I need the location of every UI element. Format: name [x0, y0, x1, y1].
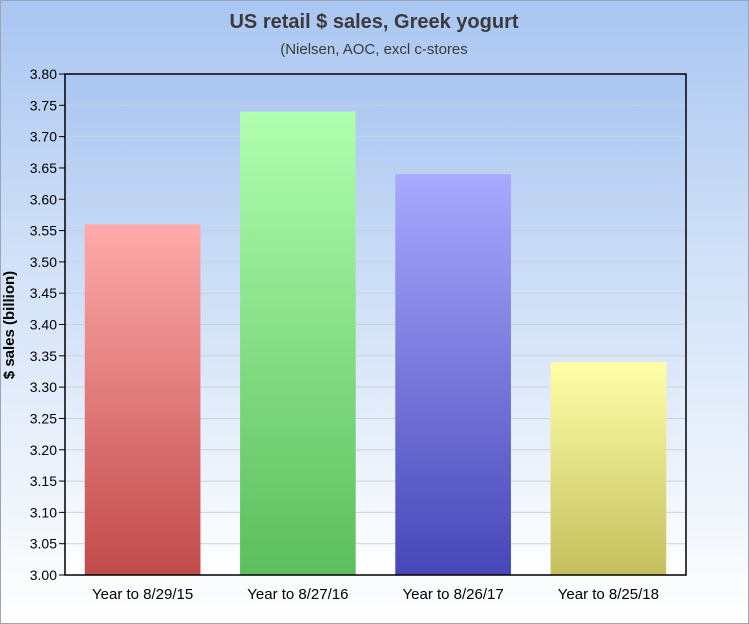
y-tick-label: 3.30: [30, 379, 57, 395]
x-tick-label: Year to 8/29/15: [92, 586, 193, 603]
y-tick-label: 3.35: [30, 348, 57, 364]
bars: [84, 111, 667, 576]
y-tick-label: 3.70: [30, 129, 57, 145]
y-tick-label: 3.55: [30, 223, 57, 239]
y-tick-label: 3.75: [30, 97, 57, 113]
y-axis-label: $ sales (billion): [1, 271, 18, 379]
y-tick-label: 3.20: [30, 442, 57, 458]
chart-title: US retail $ sales, Greek yogurt: [229, 11, 518, 33]
bar: [84, 224, 201, 576]
x-tick-label: Year to 8/26/17: [403, 586, 504, 603]
y-tick-label: 3.65: [30, 160, 57, 176]
y-axis-ticks: 3.00 3.05 3.10 3.15 3.20 3.25 3.30 3.35 3.40 3.45…: [30, 66, 65, 583]
y-tick-label: 3.00: [30, 567, 57, 583]
y-tick-label: 3.40: [30, 317, 57, 333]
chart-subtitle: (Nielsen, AOC, excl c-stores: [280, 41, 468, 58]
y-tick-label: 3.60: [30, 191, 57, 207]
bar: [395, 174, 511, 575]
y-tick-label: 3.05: [30, 536, 57, 552]
y-tick-label: 3.80: [30, 66, 57, 82]
x-axis-ticks: Year to 8/29/15 Year to 8/27/16 Year to 8/…: [92, 586, 659, 603]
y-tick-label: 3.50: [30, 254, 57, 270]
y-tick-label: 3.10: [30, 504, 57, 520]
y-tick-label: 3.25: [30, 410, 57, 426]
x-tick-label: Year to 8/27/16: [247, 586, 348, 603]
y-tick-label: 3.15: [30, 473, 57, 489]
bar: [550, 362, 667, 575]
x-tick-label: Year to 8/25/18: [558, 586, 659, 603]
y-tick-label: 3.45: [30, 285, 57, 301]
bar: [240, 111, 356, 575]
